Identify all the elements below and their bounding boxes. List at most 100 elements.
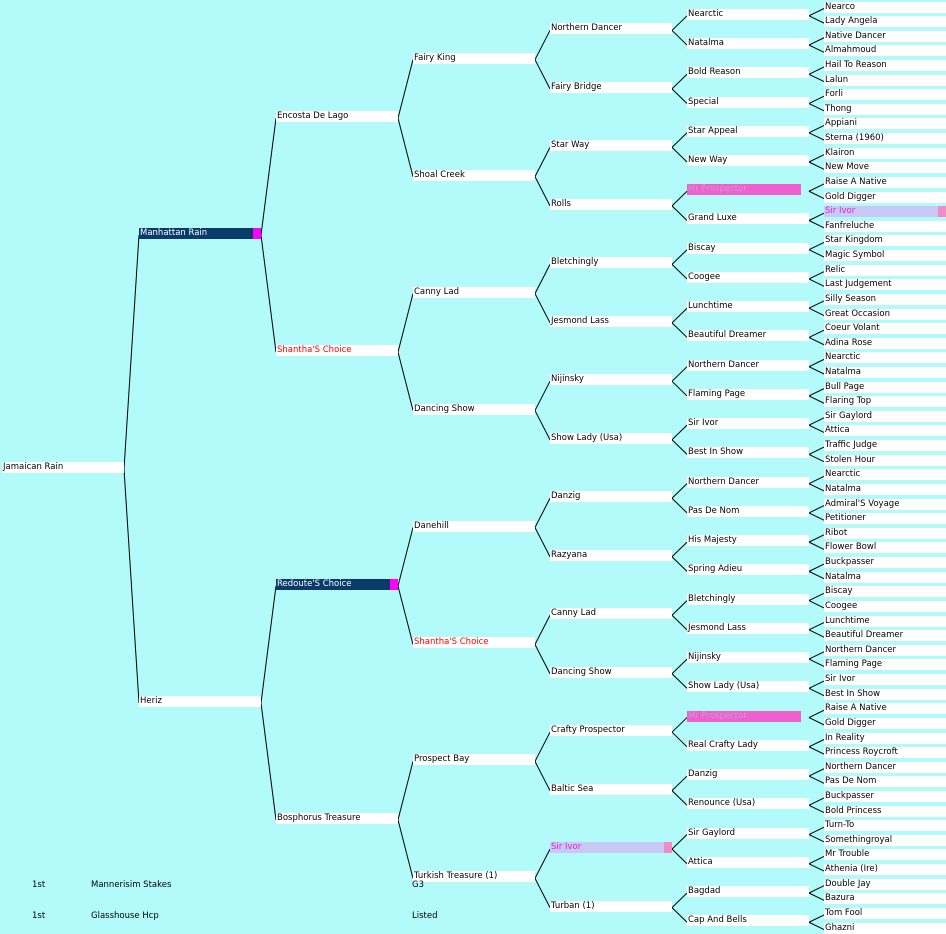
pedigree-horse-g5[interactable]: Flaming Page [687, 388, 809, 400]
pedigree-horse-g5[interactable]: Lunchtime [687, 301, 809, 313]
pedigree-horse-g6[interactable]: Bazura [824, 893, 946, 905]
pedigree-horse-g6[interactable]: Attica [824, 425, 946, 437]
pedigree-horse-g5[interactable]: Cap And Bells [687, 915, 809, 927]
pedigree-horse-g6[interactable]: Princess Roycroft [824, 747, 946, 759]
pedigree-horse-g6[interactable]: In Reality [824, 732, 946, 744]
pedigree-horse-g6[interactable]: Tom Fool [824, 907, 946, 919]
pedigree-horse-g4[interactable]: Nijinsky [550, 374, 672, 386]
pedigree-horse-g5[interactable]: Special [687, 96, 809, 108]
pedigree-horse-g4[interactable]: Star Way [550, 140, 672, 152]
pedigree-horse-g6[interactable]: Mr Trouble [824, 849, 946, 861]
pedigree-horse-g5[interactable]: Northern Dancer [687, 476, 809, 488]
pedigree-horse-g5[interactable]: His Majesty [687, 535, 809, 547]
pedigree-horse-g5[interactable]: Best In Show [687, 447, 809, 459]
pedigree-horse-g6[interactable]: Lalun [824, 74, 946, 86]
pedigree-horse-g5[interactable]: Mr Prospector [687, 710, 801, 722]
pedigree-horse-g5[interactable]: Sir Ivor [687, 418, 809, 430]
pedigree-horse-g6[interactable]: Nearctic [824, 469, 946, 481]
pedigree-horse-g5[interactable]: Pas De Nom [687, 505, 809, 517]
pedigree-horse-g2[interactable]: Bosphorus Treasure [276, 812, 398, 824]
pedigree-horse-g6[interactable]: Native Dancer [824, 30, 946, 42]
pedigree-horse-g5[interactable]: Attica [687, 856, 809, 868]
pedigree-horse-g4[interactable]: Jesmond Lass [550, 315, 672, 327]
pedigree-horse-g3[interactable]: Turkish Treasure (1) [413, 871, 535, 883]
pedigree-horse-g6[interactable]: Lady Angela [824, 16, 946, 28]
pedigree-horse-g6[interactable]: Buckpasser [824, 557, 946, 569]
pedigree-horse-g6[interactable]: Northern Dancer [824, 761, 946, 773]
pedigree-horse-g4[interactable]: Baltic Sea [550, 783, 672, 795]
pedigree-horse-g6[interactable]: Gold Digger [824, 717, 946, 729]
pedigree-horse-g6[interactable]: Hail To Reason [824, 59, 946, 71]
pedigree-horse-g6[interactable]: Best In Show [824, 688, 946, 700]
pedigree-horse-g5[interactable]: Bagdad [687, 886, 809, 897]
pedigree-horse-g6[interactable]: Nearco [824, 1, 946, 13]
pedigree-horse-g4[interactable]: Bletchingly [550, 257, 672, 269]
pedigree-horse-g6[interactable]: Natalma [824, 571, 946, 583]
pedigree-horse-g5[interactable]: Jesmond Lass [687, 622, 809, 634]
pedigree-horse-g6[interactable]: Bold Princess [824, 805, 946, 817]
pedigree-horse-g6[interactable]: Appiani [824, 118, 946, 130]
pedigree-horse-g4[interactable]: Crafty Prospector [550, 725, 672, 737]
pedigree-horse-g3[interactable]: Danehill [413, 520, 535, 532]
pedigree-horse-g1[interactable]: Heriz [139, 695, 261, 707]
pedigree-horse-g6[interactable]: Buckpasser [824, 790, 946, 802]
pedigree-horse-g6[interactable]: Sir Ivor [824, 674, 946, 686]
pedigree-horse-g5[interactable]: Natalma [687, 38, 809, 50]
pedigree-horse-g6[interactable]: Nearctic [824, 352, 946, 364]
pedigree-horse-g6[interactable]: New Move [824, 162, 946, 174]
pedigree-horse-g6[interactable]: Flower Bowl [824, 542, 946, 554]
pedigree-horse-g3[interactable]: Prospect Bay [413, 754, 535, 766]
pedigree-horse-g6[interactable]: Ghazni [824, 922, 946, 934]
pedigree-horse-g6[interactable]: Coogee [824, 600, 946, 612]
pedigree-horse-g4[interactable]: Canny Lad [550, 608, 672, 620]
result-race[interactable]: Glasshouse Hcp [91, 911, 159, 921]
pedigree-horse-g4[interactable]: Rolls [550, 198, 672, 210]
pedigree-horse-g6[interactable]: Sir Ivor [824, 206, 946, 218]
pedigree-horse-g5[interactable]: Nearctic [687, 8, 809, 20]
pedigree-horse-g6[interactable]: Almahmoud [824, 45, 946, 57]
pedigree-horse-g5[interactable]: Real Crafty Lady [687, 739, 809, 751]
pedigree-horse-g5[interactable]: New Way [687, 155, 809, 166]
pedigree-horse-g6[interactable]: Thong [824, 103, 946, 115]
pedigree-horse-g6[interactable]: Beautiful Dreamer [824, 630, 946, 642]
pedigree-horse-g6[interactable]: Adina Rose [824, 337, 946, 349]
pedigree-horse-g6[interactable]: Last Judgement [824, 279, 946, 291]
pedigree-horse-g6[interactable]: Sir Gaylord [824, 410, 946, 422]
pedigree-horse-g6[interactable]: Star Kingdom [824, 235, 946, 247]
pedigree-horse-g6[interactable]: Petitioner [824, 513, 946, 525]
pedigree-horse-g6[interactable]: Pas De Nom [824, 776, 946, 788]
pedigree-horse-g5[interactable]: Show Lady (Usa) [687, 681, 809, 693]
pedigree-horse-g6[interactable]: Turn-To [824, 820, 946, 832]
pedigree-horse-g6[interactable]: Bull Page [824, 381, 946, 393]
pedigree-horse-g2[interactable]: Redoute'S Choice [276, 578, 398, 590]
pedigree-horse-g6[interactable]: Flaming Page [824, 659, 946, 671]
pedigree-horse-g2[interactable]: Shantha'S Choice [276, 345, 398, 357]
pedigree-horse-g6[interactable]: Magic Symbol [824, 250, 946, 262]
pedigree-horse-g1[interactable]: Manhattan Rain [139, 228, 261, 240]
pedigree-horse-g6[interactable]: Fanfreluche [824, 220, 946, 232]
pedigree-horse-g3[interactable]: Shoal Creek [413, 169, 535, 181]
pedigree-horse-g6[interactable]: Biscay [824, 586, 946, 598]
pedigree-horse-g5[interactable]: Grand Luxe [687, 213, 809, 225]
pedigree-horse-g4[interactable]: Razyana [550, 549, 672, 561]
pedigree-horse-g4[interactable]: Turban (1) [550, 900, 672, 912]
subject-horse-name[interactable]: Jamaican Rain [2, 462, 124, 474]
pedigree-horse-g5[interactable]: Biscay [687, 242, 809, 254]
pedigree-horse-g6[interactable]: Somethingroyal [824, 834, 946, 846]
pedigree-horse-g6[interactable]: Relic [824, 264, 946, 276]
pedigree-horse-g5[interactable]: Sir Gaylord [687, 827, 809, 839]
pedigree-horse-g6[interactable]: Forli [824, 89, 946, 101]
pedigree-horse-g6[interactable]: Gold Digger [824, 191, 946, 203]
pedigree-horse-g4[interactable]: Northern Dancer [550, 23, 672, 35]
pedigree-horse-g6[interactable]: Natalma [824, 367, 946, 378]
pedigree-horse-g6[interactable]: Raise A Native [824, 176, 946, 188]
pedigree-horse-g6[interactable]: Northern Dancer [824, 644, 946, 656]
pedigree-horse-g4[interactable]: Fairy Bridge [550, 81, 672, 93]
pedigree-horse-g6[interactable]: Traffic Judge [824, 440, 946, 452]
pedigree-horse-g3[interactable]: Fairy King [413, 52, 535, 64]
pedigree-horse-g6[interactable]: Sterna (1960) [824, 133, 946, 145]
pedigree-horse-g3[interactable]: Shantha'S Choice [413, 637, 535, 649]
pedigree-horse-g6[interactable]: Coeur Volant [824, 323, 946, 335]
pedigree-horse-g6[interactable]: Ribot [824, 527, 946, 539]
pedigree-horse-g5[interactable]: Star Appeal [687, 125, 809, 137]
